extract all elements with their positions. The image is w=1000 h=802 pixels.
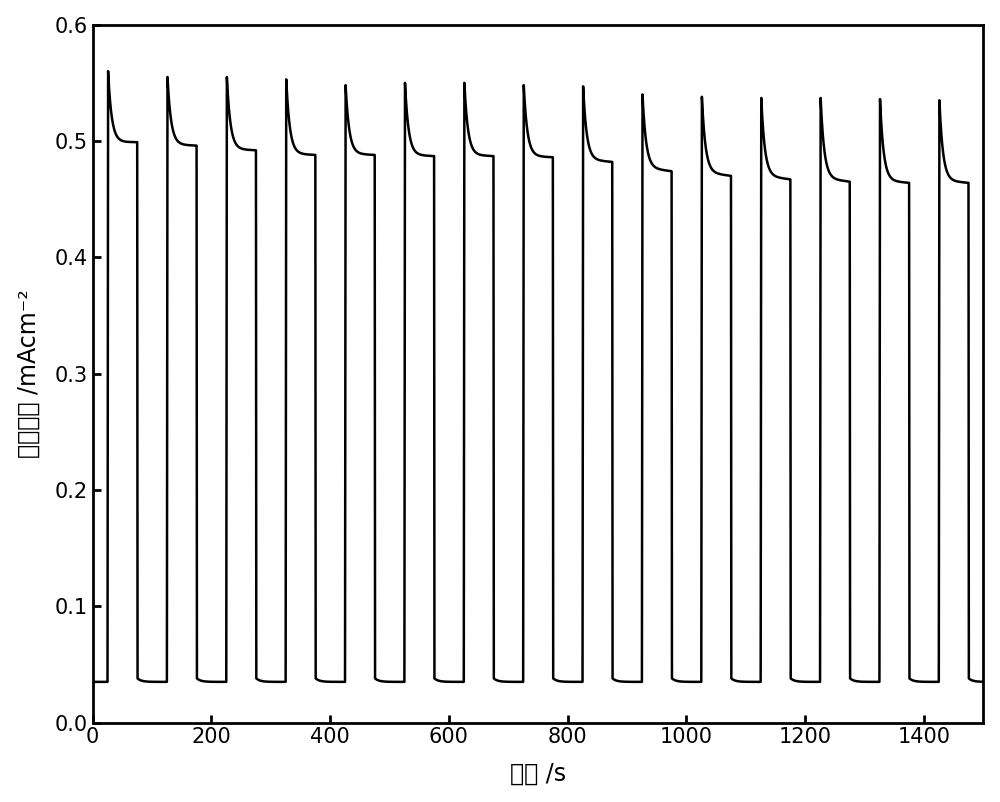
X-axis label: 时间 /s: 时间 /s	[510, 761, 566, 785]
Y-axis label: 电流密度 /mAcm⁻²: 电流密度 /mAcm⁻²	[17, 290, 41, 458]
